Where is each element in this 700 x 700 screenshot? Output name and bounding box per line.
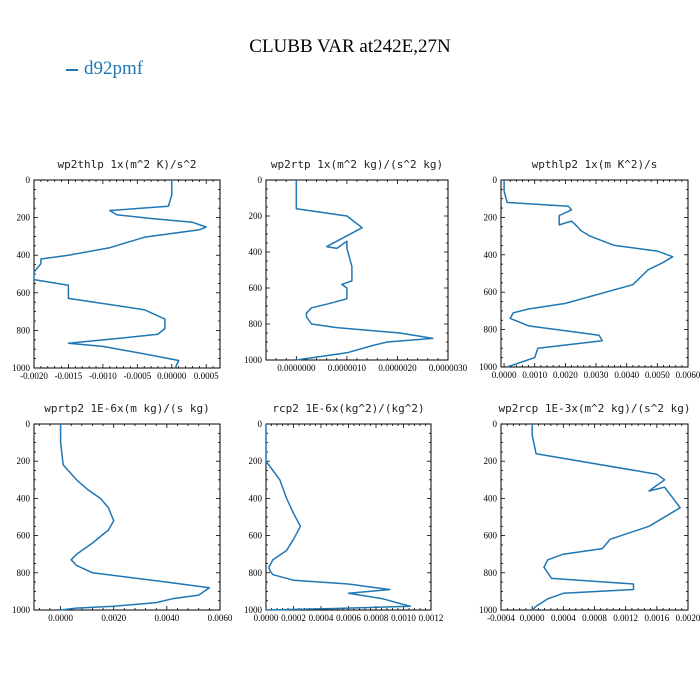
y-tick-label: 1000	[12, 363, 31, 373]
plot-panel-3: wpthlp2 1x(m K^2)/s020040060080010000.00…	[479, 158, 700, 380]
y-tick-label: 1000	[479, 605, 498, 615]
y-tick-label: 0	[258, 175, 263, 185]
x-tick-label: 0.0000000	[277, 363, 316, 373]
x-tick-label: 0.0005	[194, 371, 219, 381]
y-tick-label: 0	[258, 419, 263, 429]
x-tick-label: 0.0006	[336, 613, 361, 623]
y-tick-label: 400	[17, 250, 31, 260]
x-tick-label: 0.0000	[492, 370, 517, 380]
plot-frame	[265, 179, 449, 361]
x-tick-label: 0.0008	[364, 613, 389, 623]
x-tick-label: 0.0010	[391, 613, 416, 623]
x-tick-label: 0.0060	[208, 613, 233, 623]
chart-title: CLUBB VAR at242E,27N	[249, 36, 451, 57]
plot-panel-6: wp2rcp 1E-3x(m^2 kg)/(s^2 kg)0 200 400 600 8…	[479, 402, 700, 623]
y-tick-label: 1000	[479, 362, 498, 372]
y-tick-label: 1000	[244, 355, 263, 365]
plot-title: wp2rtp 1x(m^2 kg)/(s^2 kg)	[271, 158, 443, 171]
series-line	[531, 424, 681, 611]
y-tick-label: 800	[17, 325, 31, 335]
y-tick-label: 400	[484, 250, 498, 260]
x-tick-label: 0.0012	[419, 613, 444, 623]
plot-title: wp2rcp 1E-3x(m^2 kg)/(s^2 kg)	[498, 402, 690, 415]
x-tick-label: 0.0040	[154, 613, 179, 623]
y-tick-label: 400	[484, 493, 498, 503]
x-tick-label: 0.0000010	[328, 363, 367, 373]
x-tick-label: -0.0004	[487, 613, 515, 623]
y-tick-label: 600	[484, 287, 498, 297]
legend-label: d92pmf	[84, 58, 144, 79]
y-tick-label: 600	[249, 283, 263, 293]
y-tick-label: 200	[249, 211, 263, 221]
x-tick-label: 0.0008	[582, 613, 607, 623]
y-tick-label: 800	[17, 568, 31, 578]
x-tick-label: 0.0050	[645, 370, 670, 380]
x-tick-label: 0.0040	[614, 370, 639, 380]
plot-frame	[265, 423, 432, 611]
x-tick-label: -0.0005	[123, 371, 151, 381]
y-tick-label: 1000	[244, 605, 263, 615]
y-tick-label: 200	[17, 456, 31, 466]
series-line	[33, 180, 207, 369]
y-tick-label: 1000	[12, 605, 31, 615]
y-tick-label: 200	[484, 456, 498, 466]
legend-swatch	[66, 68, 78, 71]
y-tick-label: 0	[493, 419, 498, 429]
plot-panel-1: wp2thlp 1x(m^2 K)/s^202004006008001000-0…	[12, 158, 221, 381]
y-tick-label: 400	[249, 247, 263, 257]
plot-title: wp2thlp 1x(m^2 K)/s^2	[57, 158, 196, 171]
y-tick-label: 200	[17, 213, 31, 223]
series-line	[265, 424, 412, 611]
y-tick-label: 0	[26, 419, 31, 429]
x-tick-label: 0.0020	[553, 370, 578, 380]
y-tick-label: 800	[249, 319, 263, 329]
y-tick-label: 800	[484, 325, 498, 335]
x-tick-label: -0.0020	[20, 371, 48, 381]
plot-title: rcp2 1E-6x(kg^2)/(kg^2)	[272, 402, 424, 415]
x-tick-label: 0.0000030	[429, 363, 468, 373]
x-tick-label: -0.0015	[55, 371, 83, 381]
plot-frame	[500, 423, 689, 611]
x-tick-label: 0.0000	[48, 613, 73, 623]
series-line	[59, 424, 211, 611]
x-tick-label: 0.0030	[584, 370, 609, 380]
y-tick-label: 400	[249, 493, 263, 503]
x-tick-label: 0.0004	[309, 613, 334, 623]
y-tick-label: 800	[484, 568, 498, 578]
y-tick-label: 400	[17, 493, 31, 503]
x-tick-label: 0.0000	[520, 613, 545, 623]
x-tick-label: 0.0012	[613, 613, 638, 623]
x-tick-label: 0.0000	[254, 613, 279, 623]
plot-panel-5: rcp2 1E-6x(kg^2)/(kg^2) 0 200 400 600 800 1000…	[244, 402, 443, 623]
x-tick-label: 0.0020	[676, 613, 700, 623]
x-tick-label: 0.0060	[676, 370, 700, 380]
plot-panel-4: wprtp2 1E-6x(m kg)/(s kg) 0 200 400 600 800 10…	[12, 402, 233, 623]
plot-title: wpthlp2 1x(m K^2)/s	[532, 158, 658, 171]
legend: d92pmf	[66, 58, 143, 80]
x-tick-label: 0.00000	[157, 371, 187, 381]
y-tick-label: 600	[17, 531, 31, 541]
y-tick-label: 200	[249, 456, 263, 466]
plot-panel-2: wp2rtp 1x(m^2 kg)/(s^2 kg) 0 200 400 600 800 1…	[244, 158, 468, 373]
plot-title: wprtp2 1E-6x(m kg)/(s kg)	[44, 402, 210, 415]
x-tick-label: 0.0010	[522, 370, 547, 380]
x-tick-label: 0.0002	[281, 613, 306, 623]
series-line	[295, 180, 434, 361]
y-tick-label: 200	[484, 212, 498, 222]
plot-frame	[500, 179, 689, 368]
y-tick-label: 0	[26, 175, 31, 185]
x-tick-label: 0.0020	[101, 613, 126, 623]
y-tick-label: 600	[249, 531, 263, 541]
y-tick-label: 800	[249, 568, 263, 578]
series-line	[503, 180, 674, 368]
y-tick-label: 600	[484, 531, 498, 541]
x-tick-label: -0.0010	[89, 371, 117, 381]
y-tick-label: 0	[493, 175, 498, 185]
x-tick-label: 0.0004	[551, 613, 576, 623]
x-tick-label: 0.0000020	[378, 363, 417, 373]
x-tick-label: 0.0016	[644, 613, 669, 623]
plot-frame	[33, 179, 221, 369]
y-tick-label: 600	[17, 288, 31, 298]
